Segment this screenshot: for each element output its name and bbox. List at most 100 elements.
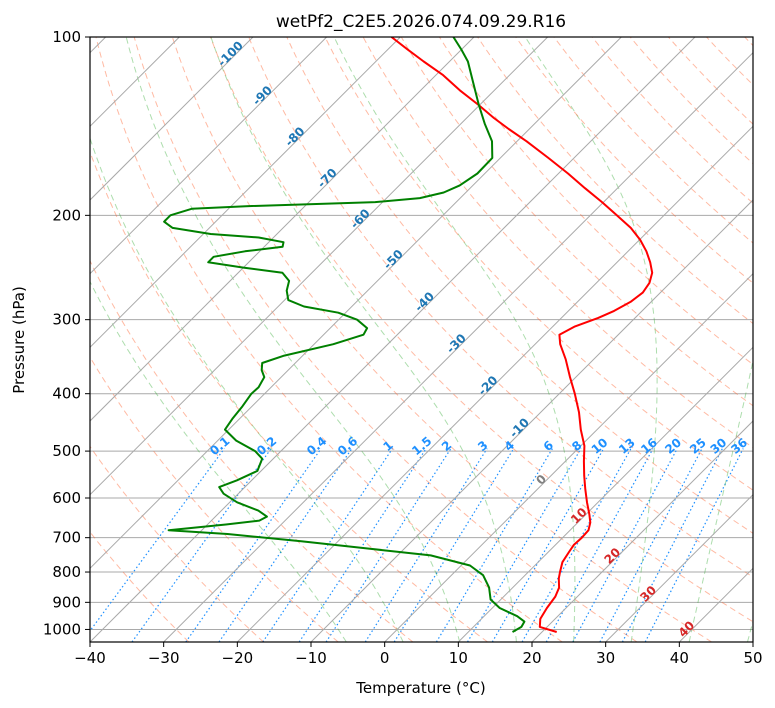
moist-adiabat <box>90 136 404 642</box>
mixing-ratio-label: 1 <box>380 438 395 454</box>
x-tick-label: −30 <box>148 649 180 667</box>
mixing-ratio-label: 0.1 <box>207 434 232 458</box>
x-axis-ticks: −40 −30 −20 −10 0 10 20 30 40 50 <box>74 642 763 667</box>
x-tick-label: 20 <box>522 649 541 667</box>
isotherm <box>90 37 622 570</box>
mixing-ratio-label: 36 <box>728 435 750 456</box>
mixing-ratio-label: 0.4 <box>304 434 329 458</box>
dry-adiabat-label: -40 <box>412 289 437 314</box>
dry-adiabat <box>90 445 264 642</box>
y-tick-label: 700 <box>52 529 81 547</box>
mixing-ratio-line <box>491 448 605 642</box>
mixing-ratio-label: 6 <box>541 438 556 454</box>
mixing-ratio-line <box>262 448 393 642</box>
mixing-ratio-line <box>298 448 427 642</box>
mixing-ratio-line <box>644 448 744 642</box>
dry-adiabat <box>668 37 753 125</box>
dry-adiabat-label: 30 <box>637 583 659 605</box>
dry-adiabat-label: -50 <box>381 247 406 272</box>
isotherm <box>605 493 753 642</box>
y-tick-label: 1000 <box>43 620 81 638</box>
isotherm <box>752 641 753 642</box>
moist-adiabats <box>90 37 753 642</box>
isotherm <box>90 37 254 201</box>
mixing-ratio-line <box>218 448 353 642</box>
y-tick-label: 600 <box>52 489 81 507</box>
x-tick-label: 40 <box>670 649 689 667</box>
dry-adiabat <box>706 37 753 86</box>
y-tick-label: 200 <box>52 206 81 224</box>
y-tick-label: 900 <box>52 593 81 611</box>
dry-adiabat-label: -70 <box>315 166 340 191</box>
profiles <box>163 37 654 633</box>
dry-adiabat <box>553 37 753 244</box>
dry-adiabat-label: -10 <box>507 415 532 440</box>
x-tick-label: 50 <box>743 649 762 667</box>
dry-adiabat <box>477 37 753 325</box>
temperature-profile <box>390 37 654 633</box>
dry-adiabat-label: -20 <box>475 373 500 398</box>
mixing-ratio-label: 13 <box>616 435 638 456</box>
isotherm <box>90 37 696 642</box>
isotherm <box>384 272 753 642</box>
mixing-ratio-label: 30 <box>708 435 730 456</box>
dry-adiabat-label: -30 <box>444 331 469 356</box>
y-tick-label: 500 <box>52 442 81 460</box>
x-tick-label: 10 <box>449 649 468 667</box>
mixing-ratio-line <box>364 448 488 642</box>
y-tick-label: 400 <box>52 385 81 403</box>
mixing-ratio-label: 2 <box>439 438 454 454</box>
mixing-ratio-line <box>393 448 515 642</box>
mixing-ratio-label: 3 <box>475 438 490 454</box>
x-tick-label: −10 <box>295 649 327 667</box>
x-tick-label: 0 <box>380 649 390 667</box>
dry-adiabat-label: -100 <box>215 38 246 69</box>
mixing-ratio-line <box>466 448 582 642</box>
y-tick-label: 100 <box>52 28 81 46</box>
x-axis-label: Temperature (°C) <box>355 679 485 697</box>
mixing-ratio-line <box>621 448 723 642</box>
mixing-ratio-label: 4 <box>502 438 517 454</box>
pressure-grid <box>90 37 753 630</box>
isotherm <box>531 420 753 642</box>
isotherm <box>457 346 753 642</box>
isotherm <box>90 37 475 422</box>
dry-adiabat <box>210 37 753 623</box>
mixing-ratio-line <box>572 448 678 642</box>
isotherm <box>310 199 753 642</box>
dry-adiabat-label: 0 <box>533 472 549 488</box>
plot-frame <box>89 36 754 643</box>
y-axis-label: Pressure (hPa) <box>10 286 28 394</box>
isotherm <box>163 51 753 642</box>
dry-adiabat-label: 20 <box>602 545 624 567</box>
mixing-ratio-label: 25 <box>687 435 709 456</box>
moist-adiabat <box>210 37 517 642</box>
y-tick-label: 300 <box>52 311 81 329</box>
dry-adiabat <box>591 37 753 204</box>
x-tick-label: −40 <box>74 649 106 667</box>
dry-adiabat <box>90 150 488 642</box>
chart-title: wetPf2_C2E5.2026.074.09.29.R16 <box>276 12 566 32</box>
y-axis-ticks: 1000 900 800 700 600 500 400 300 200 100 <box>43 28 90 638</box>
dry-adiabat <box>400 37 753 407</box>
mixing-ratio-line <box>185 448 322 642</box>
isotherm <box>90 37 549 496</box>
x-tick-label: −20 <box>222 649 254 667</box>
dry-adiabat <box>744 37 753 47</box>
moist-adiabat <box>333 37 576 642</box>
dry-adiabat <box>90 259 414 642</box>
mixing-ratio-label: 20 <box>662 435 684 456</box>
dewpoint-profile <box>163 37 526 633</box>
dry-adiabat <box>629 37 753 165</box>
dry-adiabat <box>133 37 638 642</box>
mixing-ratio-label: 1.5 <box>409 434 434 458</box>
isotherms <box>90 37 753 642</box>
mixing-ratio-line <box>599 448 703 642</box>
mixing-ratio-line <box>435 448 554 642</box>
isotherm <box>90 37 328 275</box>
mixing-ratio-line <box>521 448 632 642</box>
dry-adiabat <box>90 531 190 642</box>
dry-adiabat-label: -60 <box>348 206 373 231</box>
